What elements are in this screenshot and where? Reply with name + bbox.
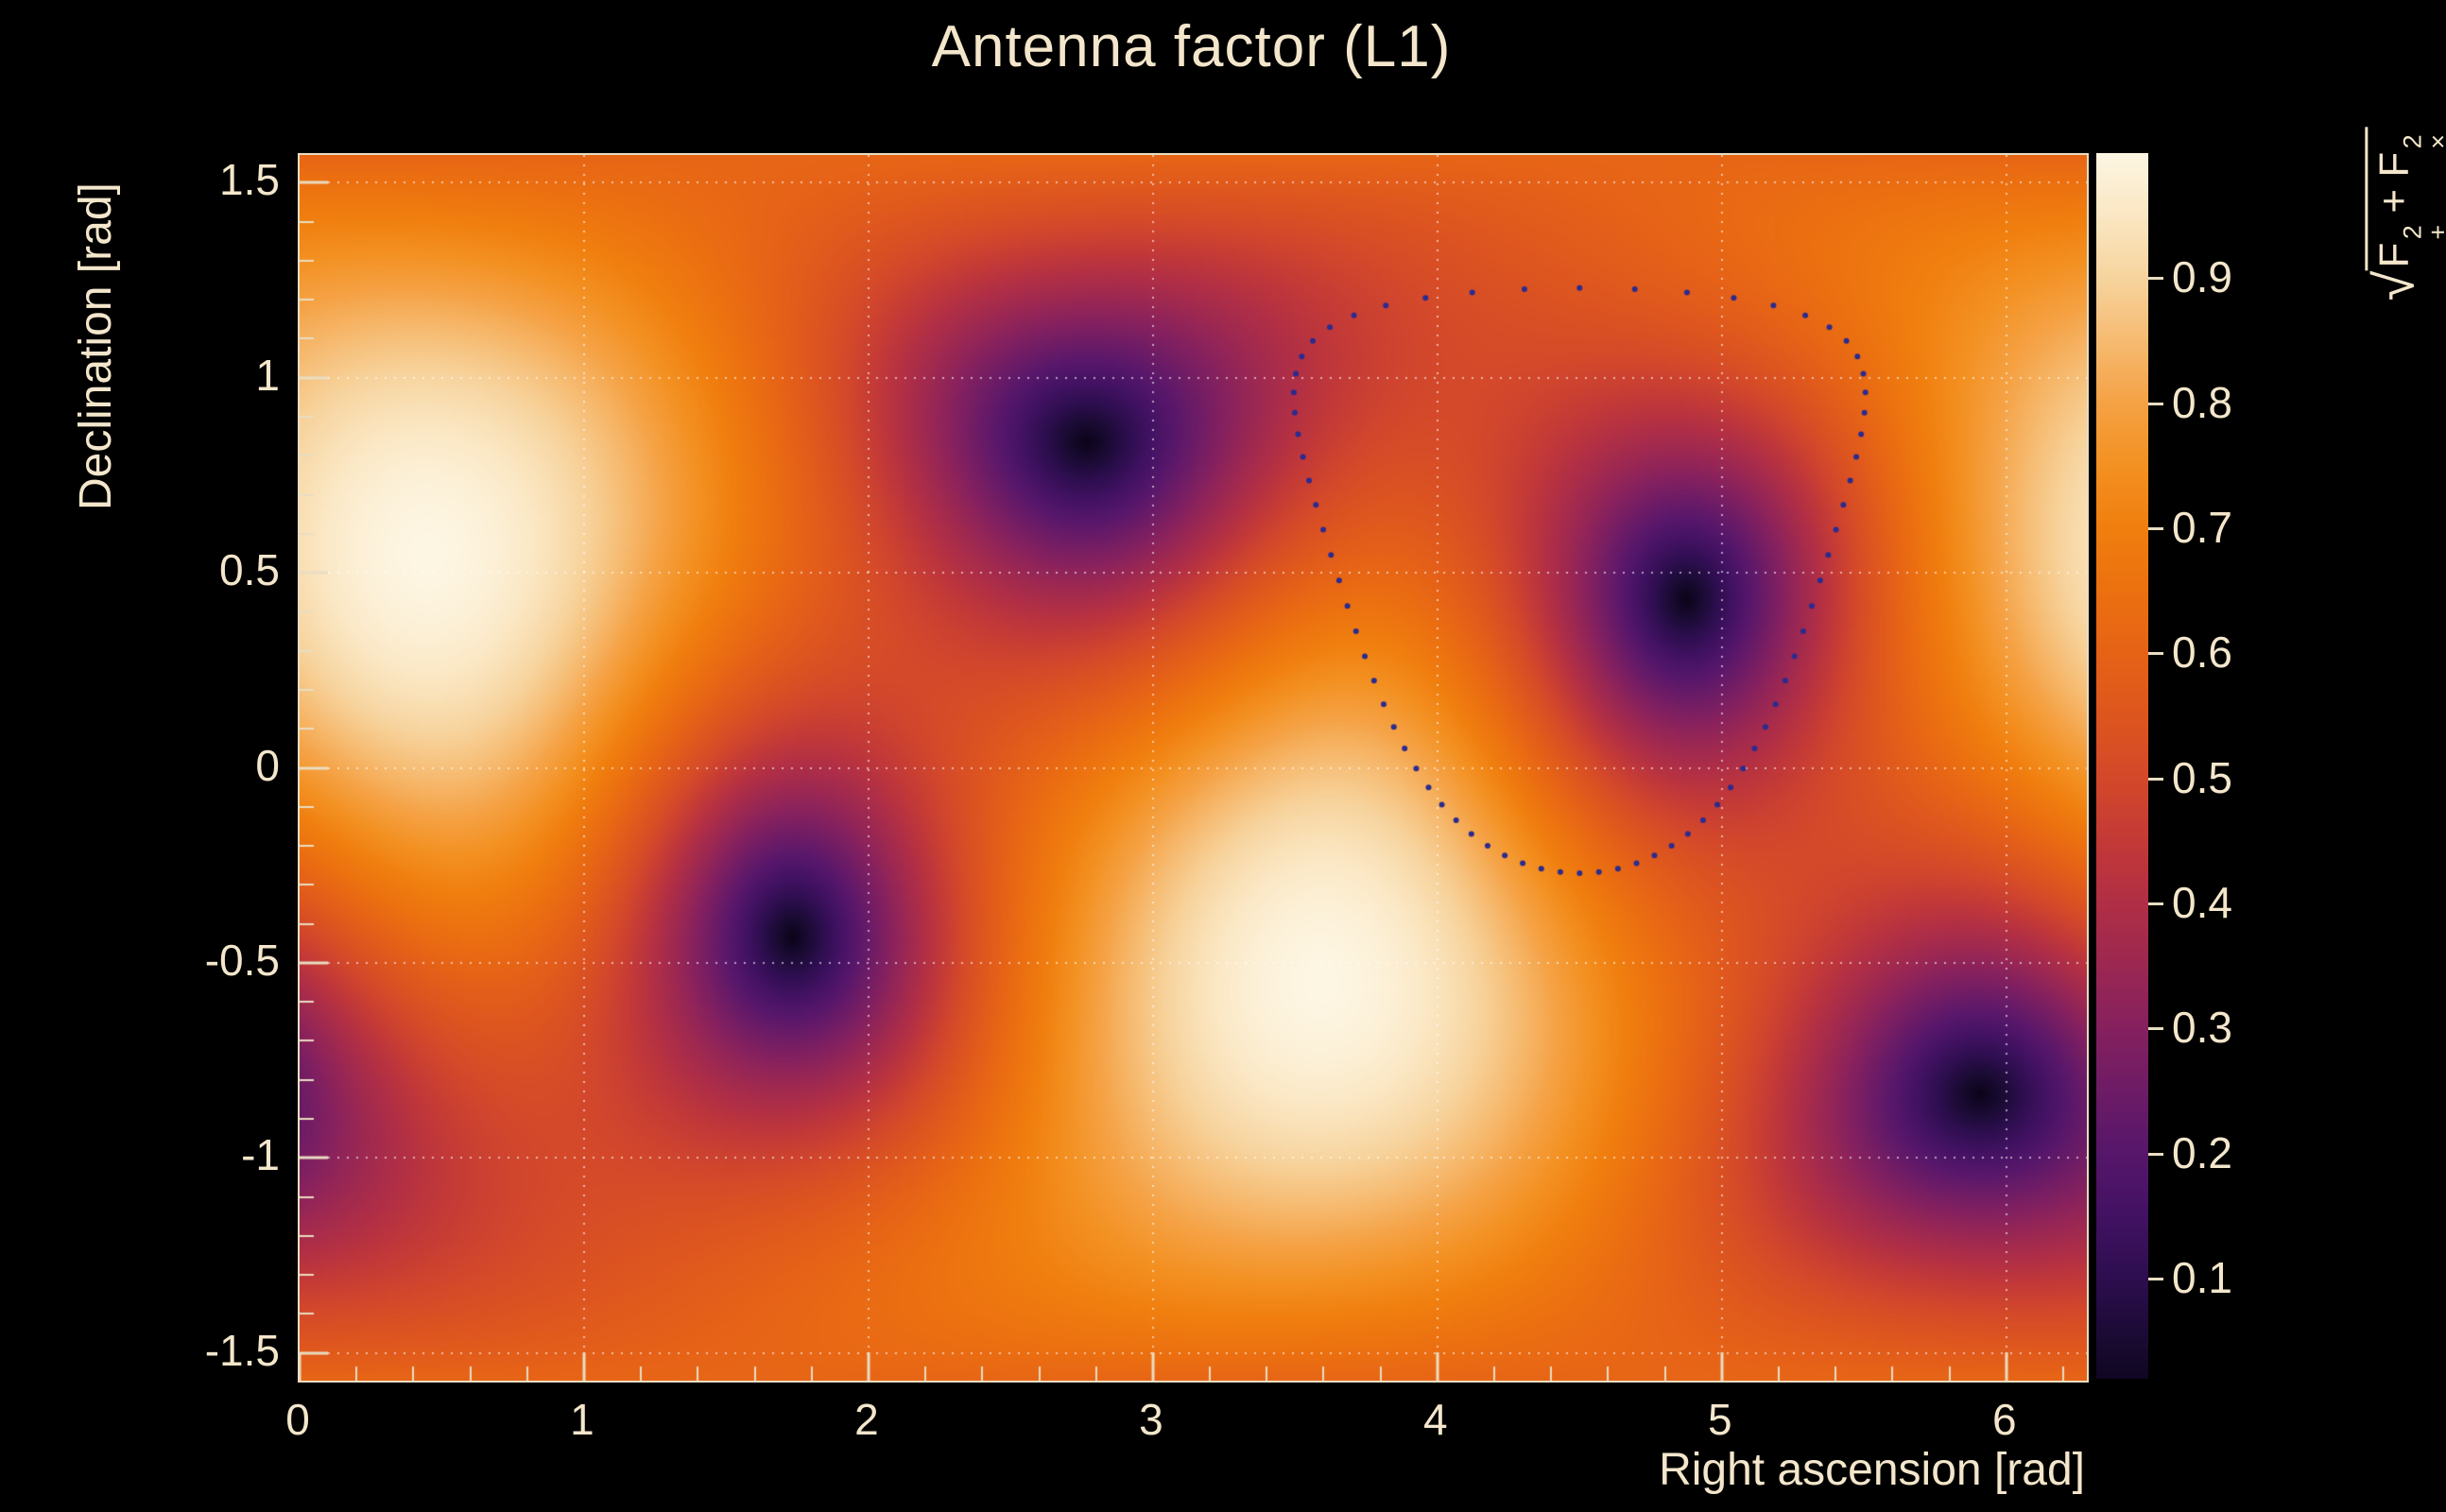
colorbar-tick-label: 0.2 <box>2172 1127 2232 1177</box>
colorbar-tick-mark <box>2148 777 2163 781</box>
f-cross-subscript: × <box>2423 134 2446 149</box>
colorbar-tick-label: 0.3 <box>2172 1003 2232 1053</box>
colorbar-tick-mark <box>2148 402 2163 405</box>
x-tick-label: 2 <box>854 1395 879 1444</box>
y-tick-label: 1 <box>255 350 280 400</box>
plot-title: Antenna factor (L1) <box>931 14 1452 79</box>
colorbar-tick-label: 0.6 <box>2172 627 2232 678</box>
x-tick-label: 5 <box>1708 1395 1732 1444</box>
f-plus-exponent: 2 <box>2398 225 2426 240</box>
colorbar-tick-label: 0.7 <box>2172 503 2232 553</box>
f-plus-subscript: + <box>2423 225 2446 240</box>
y-axis-title: Declination [rad] <box>71 182 121 510</box>
f-plus-base: F <box>2370 242 2417 268</box>
x-tick-label: 1 <box>570 1395 594 1444</box>
x-tick-label: 0 <box>285 1395 310 1444</box>
colorbar-tick-mark <box>2148 1278 2163 1281</box>
f-plus-supsub: 2+ <box>2398 225 2446 240</box>
f-cross-base: F <box>2370 151 2417 178</box>
colorbar <box>2096 153 2148 1379</box>
y-tick-label: -1.5 <box>204 1325 280 1375</box>
colorbar-tick-mark <box>2148 277 2163 281</box>
colorbar-tick-mark <box>2148 902 2163 906</box>
y-tick-label: -0.5 <box>204 935 280 985</box>
y-tick-label: -1 <box>241 1130 280 1180</box>
y-tick-label: 0.5 <box>219 545 280 595</box>
colorbar-tick-label: 0.8 <box>2172 377 2232 427</box>
x-axis-title: Right ascension [rad] <box>1659 1445 2085 1495</box>
f-cross-exponent: 2 <box>2398 134 2426 149</box>
plot-overlay <box>300 155 2087 1381</box>
x-tick-label: 3 <box>1139 1395 1163 1444</box>
colorbar-tick-label: 0.1 <box>2172 1253 2232 1303</box>
colorbar-tick-mark <box>2148 652 2163 656</box>
x-tick-label: 6 <box>1991 1395 2017 1444</box>
plus-operator: + <box>2370 177 2417 225</box>
y-tick-label: 0 <box>255 740 280 790</box>
x-tick-label: 4 <box>1423 1395 1448 1444</box>
colorbar-tick-mark <box>2148 1027 2163 1031</box>
f-cross-supsub: 2× <box>2398 134 2446 149</box>
plot-frame <box>298 153 2089 1383</box>
colorbar-tick-label: 0.9 <box>2172 252 2232 302</box>
colorbar-formula: F2+ + F2× <box>2365 127 2446 271</box>
colorbar-tick-label: 0.4 <box>2172 878 2232 928</box>
colorbar-tick-mark <box>2148 1152 2163 1156</box>
sqrt-symbol: √ <box>2364 270 2425 301</box>
y-tick-label: 1.5 <box>219 155 280 205</box>
colorbar-tick-mark <box>2148 527 2163 531</box>
colorbar-tick-label: 0.5 <box>2172 752 2232 802</box>
colorbar-title: √F2+ + F2× <box>2363 127 2446 301</box>
